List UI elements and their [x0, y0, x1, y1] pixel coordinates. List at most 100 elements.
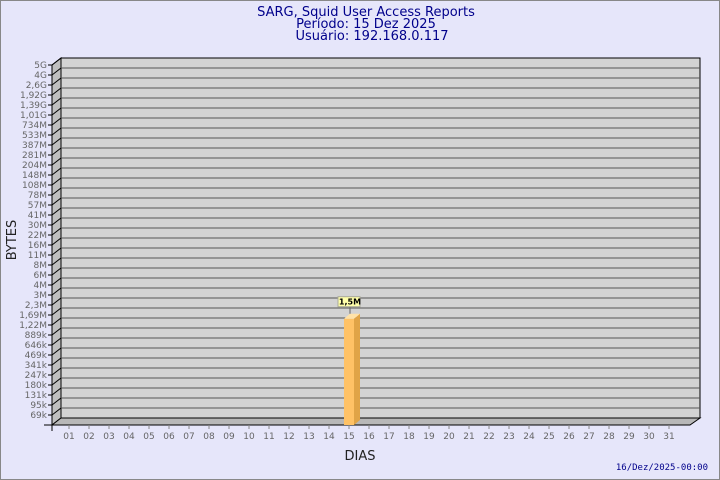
y-tick-label: 95k — [30, 401, 47, 411]
y-tick-label: 78M — [28, 191, 47, 201]
y-tick-label: 469k — [25, 351, 48, 361]
y-tick — [48, 87, 62, 96]
y-tick — [48, 267, 62, 276]
x-tick-label: 20 — [443, 432, 455, 442]
x-tick-label: 17 — [383, 432, 394, 442]
y-tick — [48, 247, 62, 256]
y-tick — [48, 367, 62, 376]
x-tick-label: 24 — [523, 432, 535, 442]
x-tick-label: 31 — [663, 432, 674, 442]
y-tick — [48, 67, 62, 76]
y-tick — [48, 227, 62, 236]
y-tick-label: 4G — [34, 71, 47, 81]
y-tick-label: 11M — [28, 251, 47, 261]
x-tick-label: 13 — [303, 432, 314, 442]
y-tick — [48, 357, 62, 366]
x-tick-label: 15 — [343, 432, 354, 442]
y-tick-label: 22M — [28, 231, 47, 241]
y-tick-label: 6M — [34, 271, 48, 281]
y-tick — [48, 327, 62, 336]
x-tick-label: 01 — [63, 432, 74, 442]
y-tick-label: 5G — [34, 61, 47, 71]
x-tick-label: 12 — [283, 432, 294, 442]
x-tick-label: 28 — [603, 432, 615, 442]
y-tick — [48, 387, 62, 396]
y-tick — [48, 117, 62, 126]
x-tick-label: 10 — [243, 432, 255, 442]
x-tick-label: 11 — [263, 432, 274, 442]
y-tick-label: 3M — [34, 291, 48, 301]
y-tick-label: 30M — [28, 221, 47, 231]
y-tick-label: 734M — [22, 121, 47, 131]
bar-top — [344, 313, 360, 319]
y-tick — [48, 317, 62, 326]
y-tick-label: 341k — [25, 361, 48, 371]
x-tick-label: 23 — [503, 432, 514, 442]
y-tick — [48, 187, 62, 196]
x-tick-label: 06 — [163, 432, 175, 442]
x-tick-label: 03 — [103, 432, 114, 442]
y-tick-label: 1,01G — [20, 111, 47, 121]
y-tick-label: 247k — [25, 371, 48, 381]
y-tick — [48, 147, 62, 156]
y-tick-label: 131k — [25, 391, 48, 401]
x-tick-label: 09 — [223, 432, 235, 442]
y-tick-label: 2,6G — [26, 81, 47, 91]
x-tick-label: 22 — [483, 432, 494, 442]
y-tick-label: 180k — [25, 381, 48, 391]
x-tick-label: 19 — [423, 432, 435, 442]
x-tick-label: 14 — [323, 432, 335, 442]
y-tick — [48, 107, 62, 116]
y-axis-label: BYTES — [5, 220, 20, 261]
y-tick — [48, 97, 62, 106]
y-tick-label: 8M — [34, 261, 48, 271]
y-tick-label: 57M — [28, 201, 47, 211]
chart-title: SARG, Squid User Access Reports — [257, 5, 475, 20]
y-tick — [48, 177, 62, 186]
y-tick — [48, 257, 62, 266]
chart-user: Usuário: 192.168.0.117 — [295, 29, 448, 44]
x-tick-label: 05 — [143, 432, 154, 442]
y-tick-label: 1,69M — [19, 311, 47, 321]
y-tick — [48, 397, 62, 406]
x-axis-label: DIAS — [345, 449, 376, 464]
x-tick-label: 26 — [563, 432, 575, 442]
chart-period: Período: 15 Dez 2025 — [296, 17, 436, 32]
bar — [344, 318, 354, 425]
x-tick-label: 08 — [203, 432, 215, 442]
y-tick-label: 889k — [25, 331, 48, 341]
y-tick-label: 204M — [22, 161, 47, 171]
floor — [50, 417, 702, 426]
x-tick-label: 21 — [463, 432, 474, 442]
y-tick-label: 387M — [22, 141, 47, 151]
y-tick — [48, 167, 62, 176]
x-tick-label: 04 — [123, 432, 135, 442]
y-tick — [48, 157, 62, 166]
y-tick — [48, 347, 62, 356]
y-tick-label: 69k — [30, 411, 47, 421]
y-tick — [48, 57, 62, 66]
y-tick — [48, 137, 62, 146]
data-label: 1,5M — [339, 298, 361, 307]
y-tick — [48, 377, 62, 386]
y-tick-label: 281M — [22, 151, 47, 161]
y-tick — [48, 307, 62, 316]
x-tick-label: 29 — [623, 432, 635, 442]
x-tick-label: 25 — [543, 432, 554, 442]
x-tick-label: 02 — [83, 432, 94, 442]
y-tick-label: 646k — [25, 341, 48, 351]
y-tick-label: 16M — [28, 241, 47, 251]
y-tick — [48, 277, 62, 286]
y-tick-label: 2,3M — [25, 301, 47, 311]
y-tick-label: 1,22M — [19, 321, 47, 331]
y-tick-label: 108M — [22, 181, 47, 191]
y-tick-label: 41M — [28, 211, 47, 221]
y-tick — [48, 297, 62, 306]
y-tick-label: 4M — [34, 281, 48, 291]
y-tick-label: 1,92G — [20, 91, 47, 101]
y-tick-label: 1,39G — [20, 101, 47, 111]
footer-date: 16/Dez/2025-00:00 — [616, 463, 708, 473]
x-tick-label: 18 — [403, 432, 415, 442]
y-tick — [48, 217, 62, 226]
